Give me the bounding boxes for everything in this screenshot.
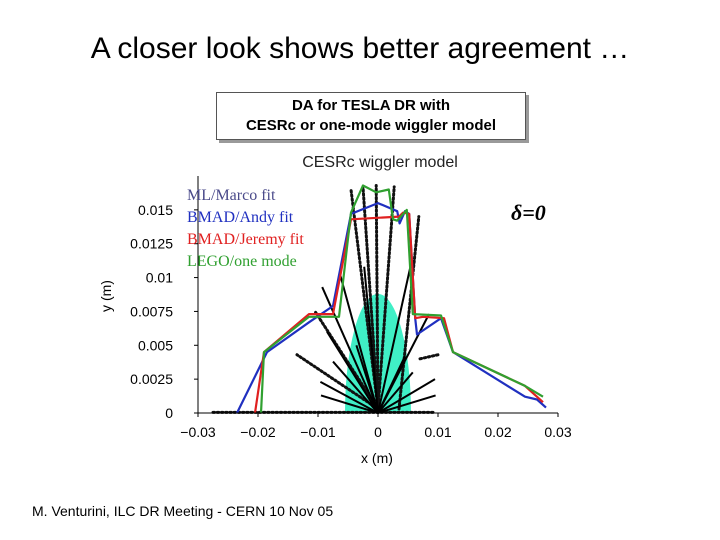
- ray-8: [355, 344, 379, 414]
- dot-track-2: [361, 185, 380, 411]
- slide-title: A closer look shows better agreement …: [90, 32, 630, 65]
- y-tick-label: 0.0075: [130, 303, 173, 319]
- ray-12: [377, 394, 436, 414]
- dot-track-3: [374, 183, 380, 411]
- x-tick-label: −0.02: [240, 424, 276, 440]
- y-tick-label: 0.0025: [130, 371, 173, 387]
- dot-track-9: [418, 353, 440, 361]
- x-tick-label: 0.01: [424, 424, 451, 440]
- label-box-line-2: CESRc or one-mode wiggler model: [245, 117, 497, 134]
- ray-3: [363, 266, 379, 414]
- series-lego-one-mode: [259, 184, 544, 414]
- dot-track-6: [313, 309, 380, 411]
- delta-annotation: δ=0: [511, 200, 546, 225]
- legend-entry: ML/Marco fit: [187, 187, 276, 204]
- ray-7: [332, 360, 379, 414]
- dot-track-7: [295, 353, 380, 411]
- x-tick-label: −0.03: [180, 424, 216, 440]
- y-tick-label: 0: [165, 405, 173, 421]
- ray-10: [377, 371, 414, 414]
- x-axis-label: x (m): [361, 450, 393, 466]
- y-tick-label: 0.005: [138, 337, 173, 353]
- footer-text: M. Venturini, ILC DR Meeting - CERN 10 N…: [32, 503, 334, 519]
- dot-track-5: [397, 215, 421, 411]
- x-tick-label: 0.02: [484, 424, 511, 440]
- ray-9: [377, 355, 406, 414]
- legend: ML/Marco fit BMAD/Andy fit BMAD/Jeremy fit…: [187, 187, 304, 270]
- chart-title: CESRc wiggler model: [302, 154, 458, 171]
- legend-entry: LEGO/one mode: [187, 253, 297, 270]
- y-tick-label: 0.01: [146, 270, 173, 286]
- x-tick-label: −0.01: [300, 424, 336, 440]
- ray-11: [377, 378, 436, 414]
- x-tick-label: 0: [374, 424, 382, 440]
- ray-14: [319, 380, 379, 414]
- legend-entry: BMAD/Jeremy fit: [187, 231, 304, 248]
- ray-13: [320, 394, 379, 414]
- legend-entry: BMAD/Andy fit: [187, 209, 294, 226]
- y-tick-label: 0.0125: [130, 236, 173, 252]
- plot-area: [211, 183, 547, 414]
- dot-track-4: [376, 185, 396, 411]
- label-box: DA for TESLA DR with CESRc or one-mode w…: [216, 92, 526, 140]
- ray-6: [326, 331, 379, 414]
- x-tick-label: 0.03: [544, 424, 571, 440]
- label-box-line-1: DA for TESLA DR with: [291, 97, 451, 114]
- y-tick-label: 0.015: [138, 202, 173, 218]
- axes: CESRc wiggler model x (m) y (m) δ=0 −0.0…: [98, 154, 572, 466]
- y-axis-label: y (m): [98, 280, 114, 312]
- ray-4: [377, 266, 412, 414]
